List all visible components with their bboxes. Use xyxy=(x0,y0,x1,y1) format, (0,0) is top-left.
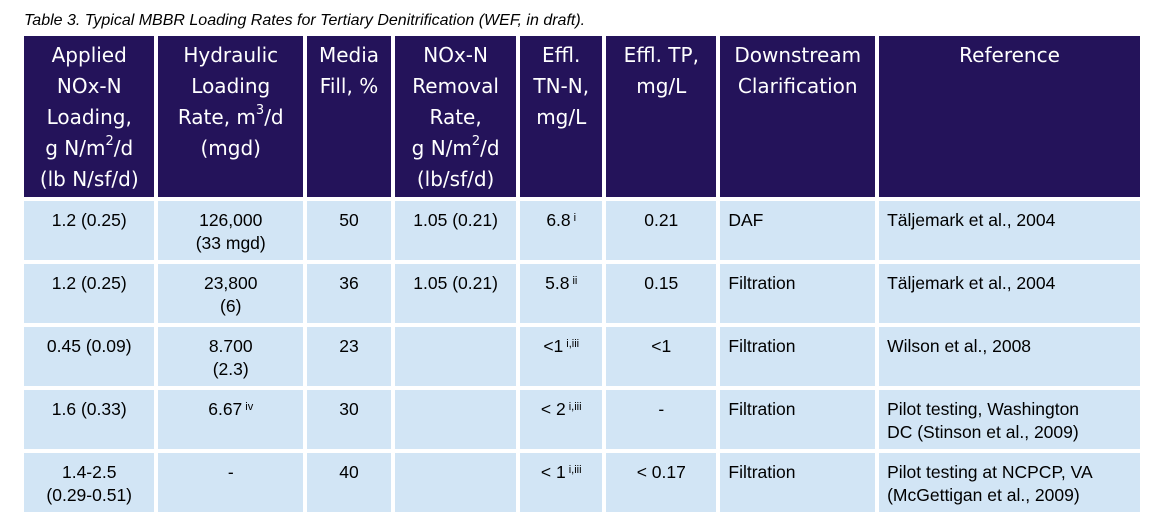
cell-reference: Täljemark et al., 2004 xyxy=(879,201,1140,260)
cell-effl-tn: < 1 i,iii xyxy=(520,453,603,512)
cell-hydraulic: 6.67 iv xyxy=(158,390,304,449)
cell-effl-tn: 5.8 ii xyxy=(520,264,603,323)
cell-removal-rate: 1.05 (0.21) xyxy=(394,264,517,323)
cell-clarification: DAF xyxy=(720,201,876,260)
header-removal-rate: NOx-N Removal Rate, g N/m2/d (lb/sf/d) xyxy=(394,36,517,197)
table-row: 1.2 (0.25) 126,000 (33 mgd) 50 1.05 (0.21… xyxy=(24,201,1140,260)
cell-loading: 1.4-2.5 (0.29-0.51) xyxy=(24,453,155,512)
mbbr-loading-table: Applied NOx-N Loading, g N/m2/d (lb N/sf… xyxy=(20,32,1144,516)
cell-effl-tp: 0.21 xyxy=(606,201,717,260)
cell-hydraulic: 8.700 (2.3) xyxy=(158,327,304,386)
cell-effl-tp: < 0.17 xyxy=(606,453,717,512)
cell-loading: 0.45 (0.09) xyxy=(24,327,155,386)
footnote-marker: i,iii xyxy=(568,401,582,413)
header-reference: Reference xyxy=(879,36,1140,197)
cell-loading: 1.2 (0.25) xyxy=(24,201,155,260)
cell-effl-tp: 0.15 xyxy=(606,264,717,323)
cell-reference: Pilot testing, Washington DC (Stinson et … xyxy=(879,390,1140,449)
cell-media-fill: 40 xyxy=(307,453,391,512)
table-row: 1.4-2.5 (0.29-0.51) - 40 < 1 i,iii < 0.17 … xyxy=(24,453,1140,512)
cell-removal-rate xyxy=(394,390,517,449)
cell-hydraulic: - xyxy=(158,453,304,512)
cell-loading: 1.2 (0.25) xyxy=(24,264,155,323)
table-row: 0.45 (0.09) 8.700 (2.3) 23 <1 i,iii <1 Fil… xyxy=(24,327,1140,386)
cell-media-fill: 50 xyxy=(307,201,391,260)
cell-effl-tp: <1 xyxy=(606,327,717,386)
cell-reference: Täljemark et al., 2004 xyxy=(879,264,1140,323)
cell-removal-rate xyxy=(394,453,517,512)
cell-effl-tn: < 2 i,iii xyxy=(520,390,603,449)
header-downstream-clarification: Downstream Clarification xyxy=(720,36,876,197)
cell-removal-rate: 1.05 (0.21) xyxy=(394,201,517,260)
cell-media-fill: 36 xyxy=(307,264,391,323)
cell-media-fill: 30 xyxy=(307,390,391,449)
cell-media-fill: 23 xyxy=(307,327,391,386)
cell-effl-tn: 6.8 i xyxy=(520,201,603,260)
cell-hydraulic: 126,000 (33 mgd) xyxy=(158,201,304,260)
table-row: 1.6 (0.33) 6.67 iv 30 < 2 i,iii - Filtrati… xyxy=(24,390,1140,449)
cell-removal-rate xyxy=(394,327,517,386)
header-media-fill: Media Fill, % xyxy=(307,36,391,197)
footnote-marker: i,iii xyxy=(568,464,582,476)
cell-effl-tn: <1 i,iii xyxy=(520,327,603,386)
footnote-marker: i xyxy=(573,212,577,224)
cell-reference: Pilot testing at NCPCP, VA (McGettigan et… xyxy=(879,453,1140,512)
header-hydraulic-loading: Hydraulic Loading Rate, m3/d (mgd) xyxy=(158,36,304,197)
cell-effl-tp: - xyxy=(606,390,717,449)
header-applied-loading: Applied NOx-N Loading, g N/m2/d (lb N/sf… xyxy=(24,36,155,197)
cell-reference: Wilson et al., 2008 xyxy=(879,327,1140,386)
header-effl-tp: Effl. TP, mg/L xyxy=(606,36,717,197)
cell-hydraulic: 23,800 (6) xyxy=(158,264,304,323)
table-caption: Table 3. Typical MBBR Loading Rates for … xyxy=(24,12,586,29)
cell-clarification: Filtration xyxy=(720,390,876,449)
cell-loading: 1.6 (0.33) xyxy=(24,390,155,449)
header-row: Applied NOx-N Loading, g N/m2/d (lb N/sf… xyxy=(24,36,1140,197)
table-row: 1.2 (0.25) 23,800 (6) 36 1.05 (0.21) 5.8 i… xyxy=(24,264,1140,323)
footnote-marker: ii xyxy=(572,275,578,287)
footnote-marker: iv xyxy=(245,401,254,413)
cell-clarification: Filtration xyxy=(720,453,876,512)
cell-clarification: Filtration xyxy=(720,327,876,386)
header-effl-tn: Effl. TN-N, mg/L xyxy=(520,36,603,197)
footnote-marker: i,iii xyxy=(566,338,580,350)
cell-clarification: Filtration xyxy=(720,264,876,323)
